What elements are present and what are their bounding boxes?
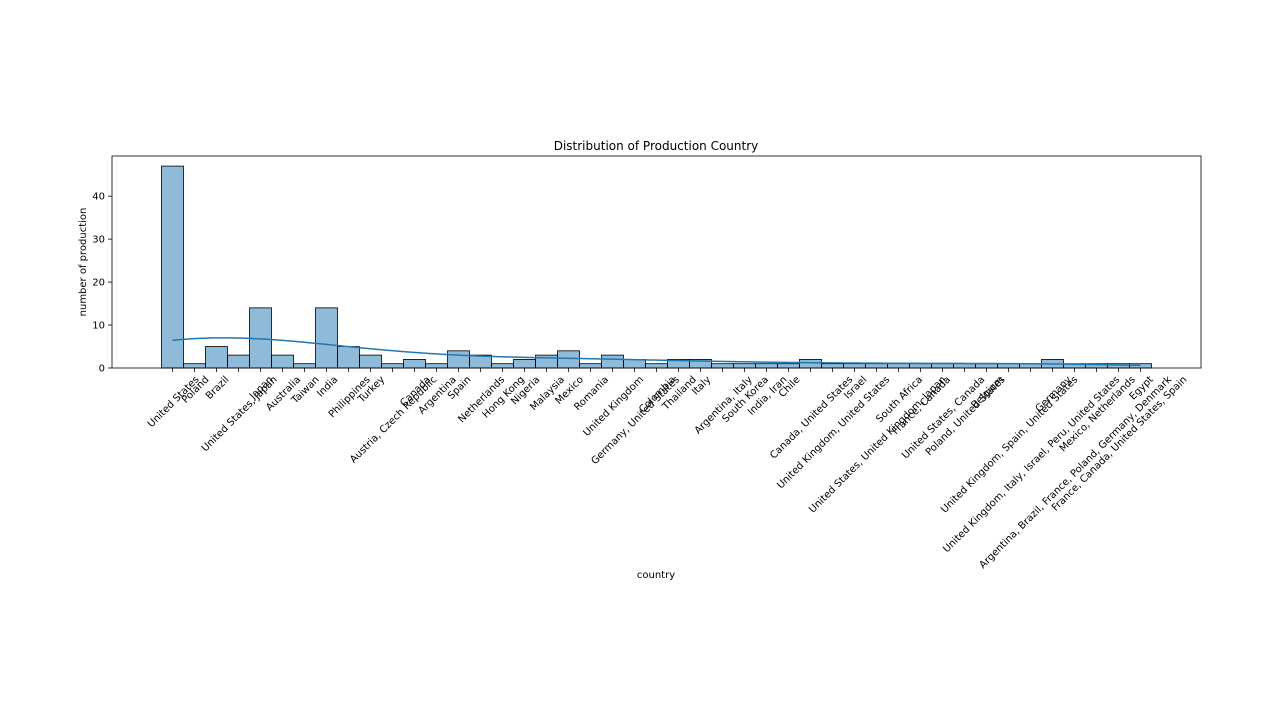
bar <box>953 363 976 369</box>
bar <box>887 363 910 369</box>
bar <box>557 350 580 369</box>
y-tick-label: 20 <box>92 278 105 289</box>
x-axis-label: country <box>637 570 675 581</box>
bar <box>513 359 536 369</box>
bar <box>205 346 228 369</box>
bar <box>623 359 646 369</box>
y-tick-label: 10 <box>92 321 105 332</box>
axes-frame <box>111 155 1202 369</box>
y-tick-label: 40 <box>92 192 105 203</box>
bar <box>645 363 668 369</box>
bar <box>733 363 756 369</box>
bar <box>601 354 624 369</box>
bar <box>359 354 382 369</box>
bar <box>777 363 800 369</box>
x-tick-label: Argentina, Brazil, France, Poland, Germa… <box>977 374 1174 571</box>
bar <box>909 363 932 369</box>
bar <box>865 363 888 369</box>
bar <box>293 363 316 369</box>
bar <box>755 363 778 369</box>
bar <box>403 359 426 369</box>
bar <box>843 363 866 369</box>
bar <box>975 363 998 369</box>
bar <box>183 363 206 369</box>
x-tick-label: United Kingdom <box>581 374 646 439</box>
y-tick-label: 30 <box>92 235 105 246</box>
bar <box>227 354 250 369</box>
bar <box>491 363 514 369</box>
bar <box>161 165 184 369</box>
kde-line <box>172 337 1141 367</box>
y-axis-label: number of production <box>78 208 89 317</box>
bar <box>931 363 954 369</box>
bar <box>821 363 844 369</box>
bar <box>425 363 448 369</box>
chart-title: Distribution of Production Country <box>554 139 759 153</box>
x-tick-label: United States <box>146 374 202 430</box>
x-tick-label: Brazil <box>204 374 232 402</box>
x-tick-label: India <box>315 374 340 399</box>
bar <box>337 346 360 369</box>
bar <box>381 363 404 369</box>
bar <box>579 363 602 369</box>
bar <box>271 354 294 369</box>
bar <box>711 363 734 369</box>
bar <box>447 350 470 369</box>
y-tick-label: 0 <box>99 364 105 375</box>
bar <box>799 359 822 369</box>
bar <box>315 307 338 369</box>
